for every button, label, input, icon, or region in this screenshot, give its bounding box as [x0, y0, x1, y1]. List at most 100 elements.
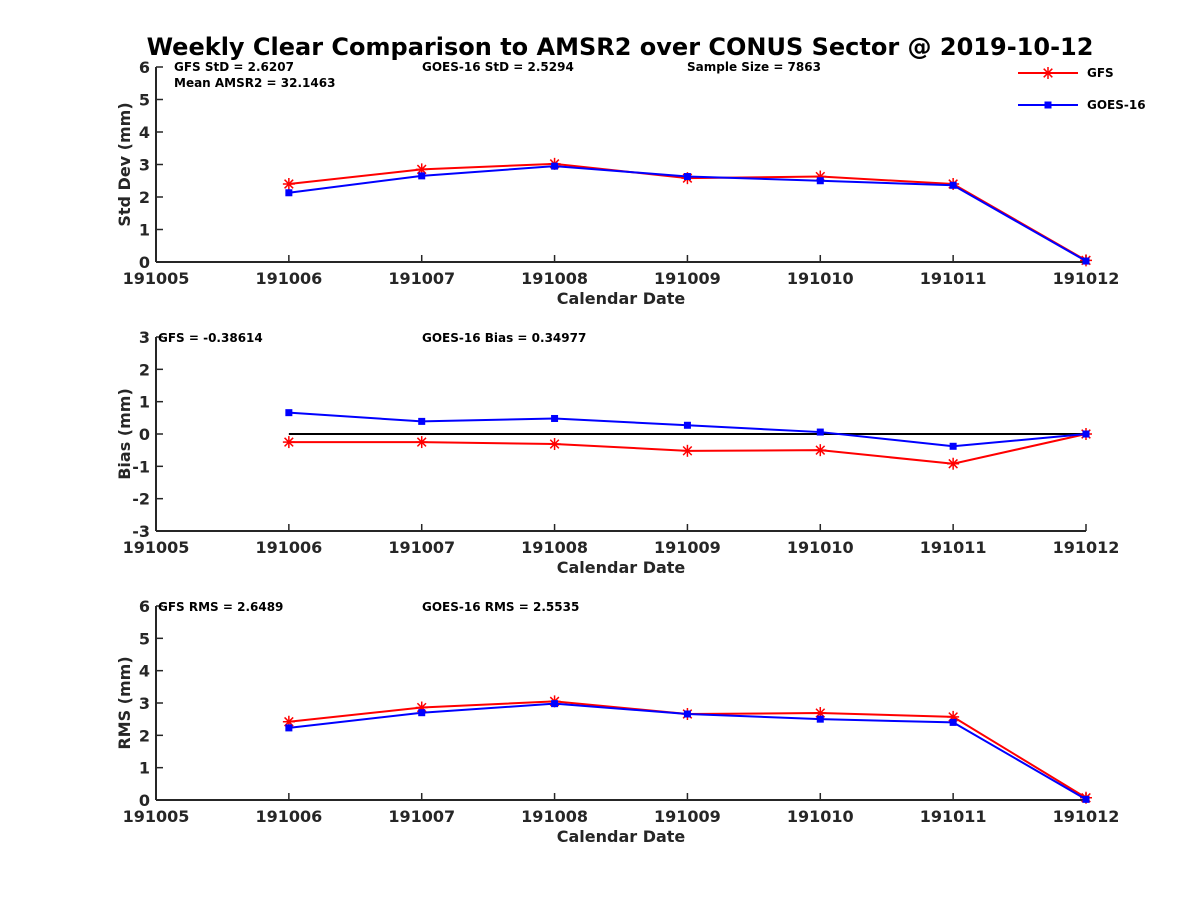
- x-tick-label: 191012: [1053, 807, 1120, 826]
- chart-panel-2: 191005 191006 191007 191008 191009 191010 1910…: [115, 328, 1119, 577]
- chart-legend: GFS GOES-16: [1018, 66, 1146, 112]
- x-tick-label: 191009: [654, 269, 721, 288]
- data-point-goes-16: [683, 710, 691, 718]
- x-tick-label: 191006: [255, 538, 322, 557]
- stat-annotation: Mean AMSR2 = 32.1463: [174, 76, 335, 90]
- y-tick-label: 1: [139, 221, 150, 240]
- data-point-goes-16: [418, 172, 426, 180]
- asterisk-marker-stroke: [416, 437, 427, 447]
- x-tick-label: 191005: [123, 807, 190, 826]
- x-tick-label: 191008: [521, 538, 588, 557]
- x-tick-label: 191012: [1053, 269, 1120, 288]
- data-point-goes-16: [285, 189, 293, 197]
- y-tick-label: 6: [139, 597, 150, 616]
- y-tick-label: 1: [139, 393, 150, 412]
- x-axis-label: Calendar Date: [557, 558, 686, 577]
- data-point-gfs: [947, 457, 960, 470]
- data-point-goes-16: [949, 181, 957, 189]
- y-tick-label: 0: [139, 791, 150, 810]
- stat-annotation: GOES-16 RMS = 2.5535: [422, 600, 579, 614]
- y-axis-label: RMS (mm): [115, 656, 134, 749]
- data-point-goes-16: [949, 442, 957, 450]
- legend-marker-gfs: [1042, 67, 1054, 79]
- legend-label: GFS: [1087, 66, 1114, 80]
- y-tick-label: 2: [139, 360, 150, 379]
- asterisk-marker-stroke: [682, 445, 693, 456]
- x-tick-label: 191010: [787, 269, 854, 288]
- y-axis-label: Std Dev (mm): [115, 102, 134, 226]
- stat-annotation: GOES-16 Bias = 0.34977: [422, 331, 586, 345]
- stat-annotation: GFS StD = 2.6207: [174, 60, 294, 74]
- legend-marker-goes-16: [1044, 101, 1052, 109]
- data-point-goes-16: [683, 173, 691, 181]
- data-point-gfs: [282, 436, 295, 449]
- y-tick-label: 4: [139, 662, 150, 681]
- x-tick-label: 191009: [654, 807, 721, 826]
- y-tick-label: 0: [139, 425, 150, 444]
- y-tick-label: 3: [139, 156, 150, 175]
- y-tick-label: 6: [139, 58, 150, 77]
- x-tick-label: 191006: [255, 807, 322, 826]
- asterisk-marker-stroke: [549, 439, 560, 449]
- asterisk-marker-stroke: [1043, 68, 1053, 78]
- data-point-gfs: [282, 178, 295, 190]
- data-point-goes-16: [418, 417, 426, 425]
- x-tick-label: 191008: [521, 807, 588, 826]
- stat-annotation: GFS RMS = 2.6489: [158, 600, 283, 614]
- y-tick-label: 0: [139, 253, 150, 272]
- x-tick-label: 191007: [388, 538, 455, 557]
- data-point-gfs: [814, 444, 827, 457]
- chart-panel-3: 191005 191006 191007 191008 191009 191010 1910…: [115, 597, 1119, 846]
- asterisk-marker-stroke: [948, 458, 958, 469]
- x-tick-label: 191006: [255, 269, 322, 288]
- data-point-goes-16: [816, 428, 824, 436]
- data-point-goes-16: [949, 718, 957, 726]
- asterisk-marker-stroke: [416, 164, 427, 175]
- data-point-goes-16: [285, 409, 293, 417]
- y-tick-label: 2: [139, 188, 150, 207]
- data-point-goes-16: [1082, 430, 1090, 438]
- x-tick-label: 191011: [920, 538, 987, 557]
- x-tick-label: 191009: [654, 538, 721, 557]
- y-tick-label: -2: [132, 490, 150, 509]
- x-axis-label: Calendar Date: [557, 289, 686, 308]
- data-point-goes-16: [816, 715, 824, 723]
- chart-panel-1: 191005 191006 191007 191008 191009 191010 1910…: [115, 58, 1119, 308]
- asterisk-marker-stroke: [284, 437, 294, 447]
- data-point-goes-16: [418, 709, 426, 717]
- data-point-goes-16: [816, 177, 824, 185]
- data-point-goes-16: [551, 700, 559, 708]
- data-point-goes-16: [551, 162, 559, 170]
- x-tick-label: 191007: [388, 807, 455, 826]
- data-point-goes-16: [285, 724, 293, 732]
- data-point-goes-16: [1082, 795, 1090, 803]
- y-tick-label: 2: [139, 726, 150, 745]
- x-tick-label: 191005: [123, 269, 190, 288]
- data-point-goes-16: [551, 414, 559, 422]
- stat-annotation: GFS = -0.38614: [158, 331, 263, 345]
- legend-label: GOES-16: [1087, 98, 1146, 112]
- x-tick-label: 191011: [920, 807, 987, 826]
- stat-annotation: GOES-16 StD = 2.5294: [422, 60, 574, 74]
- y-tick-label: 4: [139, 123, 150, 142]
- data-point-goes-16: [683, 421, 691, 429]
- x-axis-label: Calendar Date: [557, 827, 686, 846]
- y-tick-label: 3: [139, 694, 150, 713]
- chart-panels: 191005 191006 191007 191008 191009 191010 1910…: [115, 58, 1119, 846]
- data-point-gfs: [415, 436, 428, 449]
- y-tick-label: 5: [139, 91, 150, 110]
- x-tick-label: 191010: [787, 807, 854, 826]
- y-tick-label: 3: [139, 328, 150, 347]
- x-tick-label: 191010: [787, 538, 854, 557]
- stat-annotation: Sample Size = 7863: [687, 60, 821, 74]
- y-axis-label: Bias (mm): [115, 388, 134, 480]
- asterisk-marker-stroke: [284, 179, 294, 189]
- y-tick-label: -1: [132, 457, 150, 476]
- data-point-gfs: [548, 438, 561, 451]
- x-tick-label: 191012: [1053, 538, 1120, 557]
- x-tick-label: 191008: [521, 269, 588, 288]
- data-point-gfs: [681, 444, 694, 457]
- x-tick-label: 191005: [123, 538, 190, 557]
